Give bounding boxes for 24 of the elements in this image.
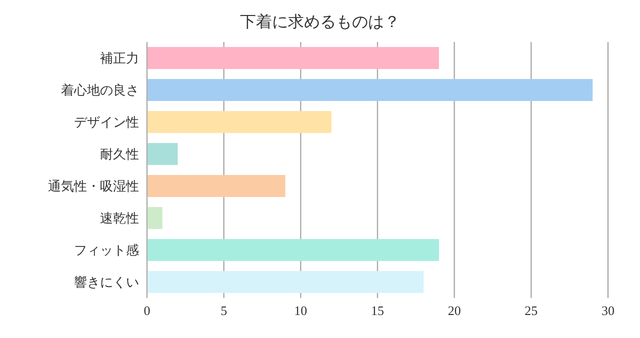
- bar: [147, 175, 286, 197]
- x-tick-label: 15: [371, 303, 384, 318]
- bar: [147, 239, 439, 261]
- y-tick-label: 着心地の良さ: [61, 82, 139, 98]
- x-tick-label: 25: [524, 303, 538, 318]
- y-tick-label: 響きにくい: [74, 274, 139, 290]
- y-tick-label: 耐久性: [100, 146, 139, 162]
- bar: [147, 111, 332, 133]
- x-tick-label: 10: [294, 303, 308, 318]
- y-tick-label: 通気性・吸湿性: [48, 178, 139, 194]
- chart-title: 下着に求めるものは？: [239, 12, 401, 33]
- bar: [147, 79, 593, 101]
- y-tick-label: 速乾性: [100, 210, 139, 226]
- x-tick-label: 30: [602, 303, 614, 318]
- bar: [147, 207, 162, 229]
- y-tick-label: フィット感: [74, 242, 139, 258]
- y-tick-label: 補正力: [100, 50, 139, 66]
- bar: [147, 143, 178, 165]
- bar: [147, 271, 424, 293]
- y-tick-label: デザイン性: [74, 114, 139, 130]
- bar: [147, 47, 439, 69]
- x-tick-label: 20: [448, 303, 461, 318]
- x-tick-label: 0: [144, 303, 150, 318]
- x-tick-label: 5: [220, 303, 228, 318]
